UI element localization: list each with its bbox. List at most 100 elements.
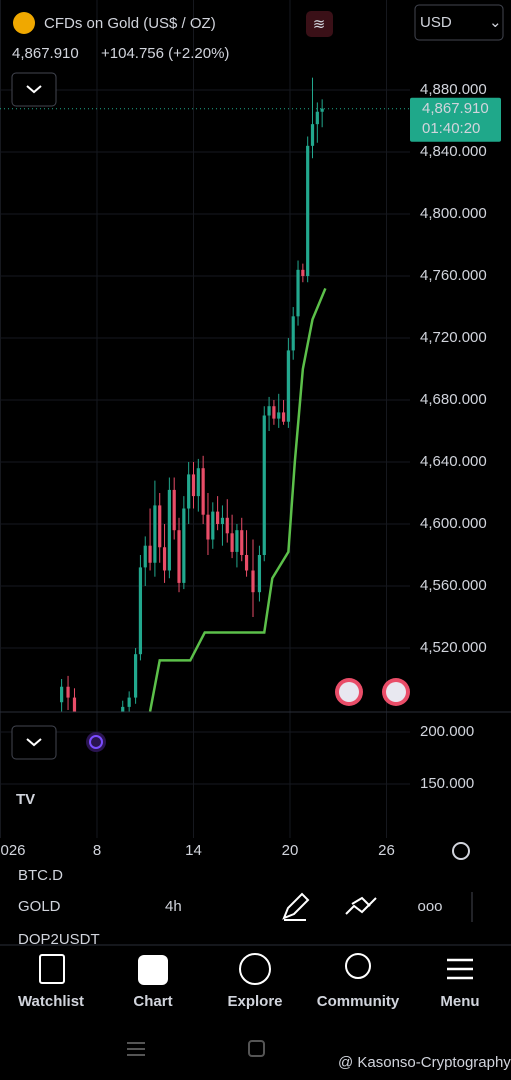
indicator-icon[interactable] [345,896,377,915]
candle-body [251,570,255,593]
x-tick-label: 8 [93,842,101,859]
pane-collapse-icon [26,738,42,747]
nav-item[interactable]: Explore [227,993,282,1010]
nav-item[interactable]: Menu [440,993,479,1010]
exchange-badge [306,11,333,37]
candle-body [153,505,157,563]
candle-body [206,514,210,540]
toolbar-faded-symbol: DOP2USDT [18,931,100,948]
candle-body [277,412,281,419]
nav-icon [39,954,65,984]
system-recents[interactable] [127,1042,145,1056]
header-change: +104.756 (+2.20%) [101,45,229,62]
currency-select[interactable] [414,4,504,41]
candle-body [320,108,324,112]
candle-body [72,697,77,712]
grid [0,0,410,838]
exchange-badge-icon: ≋ [313,16,326,33]
candle-body [306,145,310,277]
candle-body [177,530,181,583]
candle-body [240,530,244,556]
x-tick-label: 026 [0,842,25,859]
nav-icon [447,958,473,980]
candle-body [262,415,266,556]
symbol-icon [13,12,35,34]
candle-body [196,468,200,497]
toolbar-interval[interactable]: 4h [165,898,182,915]
candle-body [315,111,319,125]
candle-body [230,533,234,552]
sync-icon-ring [89,735,103,749]
system-home[interactable] [248,1040,265,1057]
x-tick-label: 14 [185,842,202,859]
event-flag-inner [386,682,406,702]
candle-body [296,269,300,317]
plot [0,77,410,712]
candle-body [291,316,295,351]
y-tick-label: 4,800.000 [420,205,487,222]
x-tick-label: 26 [378,842,395,859]
candle-body [267,406,271,416]
y2-tick-label: 200.000 [420,723,474,740]
candle-body [66,686,70,698]
candle-body [244,555,249,571]
toolbar-faded-symbol: BTC.D [18,867,63,884]
candle-body [187,474,191,509]
candle-body [211,511,215,540]
candle-body [143,545,147,568]
y-tick-label: 4,520.000 [420,639,487,656]
candle-body [272,406,276,419]
pane-collapse-button[interactable] [11,725,57,760]
nav-icon [138,955,168,985]
candle-body [133,654,138,698]
y-tick-label: 4,680.000 [420,391,487,408]
candle-body [191,474,196,497]
nav-icon [345,953,371,979]
supertrend-line [148,287,327,712]
y-tick-label: 4,880.000 [420,81,487,98]
toolbar-symbol[interactable]: GOLD [18,898,61,915]
candle-body [257,555,262,593]
candle-body [301,269,305,277]
watermark: @ Kasonso-Cryptography1 [338,1054,511,1071]
y-tick-label: 4,600.000 [420,515,487,532]
collapse-icon [26,85,42,94]
y-tick-label: 4,840.000 [420,143,487,160]
header-price: 4,867.910 [12,45,79,62]
y-tick-label: 4,760.000 [420,267,487,284]
currency-label: USD [420,14,452,31]
candle-body [158,505,162,548]
tv-logo: TV [16,791,35,808]
candle-body [310,124,315,146]
nav-item[interactable]: Community [317,993,400,1010]
candle-body [127,697,131,707]
nav-item[interactable]: Watchlist [18,993,84,1010]
candle-body [216,511,220,525]
candle-body [148,545,152,563]
price-tag-label: 4,867.910 [422,100,489,117]
candle-body [235,530,239,552]
candle-body [225,517,229,534]
price-tag-countdown: 01:40:20 [422,120,480,137]
currency-caret: ⌄ [489,14,502,31]
event-flag-inner [339,682,359,702]
candle-body [167,489,171,571]
candle-body [201,468,205,515]
y-tick-label: 4,720.000 [420,329,487,346]
more-icon[interactable]: ooo [417,898,442,915]
candle-body [138,567,143,655]
collapse-button[interactable] [11,72,57,107]
candle-body [281,412,286,422]
candle-body [182,508,186,583]
nav-item[interactable]: Chart [133,993,172,1010]
settings-icon[interactable] [452,842,470,860]
draw-icon[interactable] [282,892,310,921]
y-tick-label: 4,560.000 [420,577,487,594]
sync-icon[interactable] [86,732,106,752]
symbol-title: CFDs on Gold (US$ / OZ) [44,15,216,32]
y2-tick-label: 150.000 [420,775,474,792]
candle-body [162,547,167,571]
candle-body [220,517,225,525]
candle-body [60,686,64,703]
